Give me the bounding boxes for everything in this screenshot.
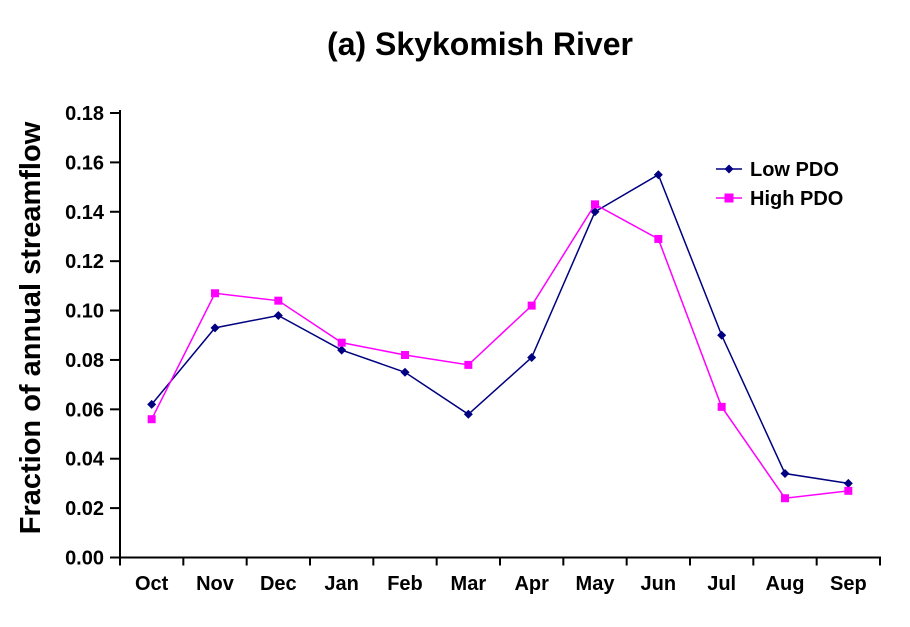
data-point-marker	[147, 399, 157, 409]
y-tick-label: 0.18	[65, 103, 104, 125]
data-point-marker	[591, 200, 599, 209]
chart-title: (a) Skykomish River	[327, 26, 633, 62]
x-tick-label: Jan	[324, 573, 358, 595]
series-line	[151, 173, 849, 485]
data-point-marker	[337, 345, 347, 355]
x-tick-label: Mar	[451, 573, 487, 595]
x-tick-label: Jun	[641, 573, 677, 595]
x-tick-label: Oct	[135, 573, 169, 595]
x-tick-label: Sep	[830, 573, 867, 595]
x-tick-label: Apr	[514, 573, 549, 595]
y-axis-title: Fraction of annual streamflow	[15, 121, 47, 534]
data-point-marker	[463, 409, 473, 419]
data-point-marker	[147, 415, 156, 424]
x-tick-label: Nov	[196, 573, 235, 595]
legend-label: Low PDO	[750, 159, 839, 181]
y-tick-label: 0.16	[65, 152, 104, 174]
data-point-marker	[211, 289, 219, 298]
data-point-marker	[724, 193, 734, 203]
data-point-marker	[590, 207, 600, 217]
data-point-marker	[717, 330, 727, 340]
x-tick-label: Aug	[766, 573, 805, 595]
y-tick-label: 0.04	[65, 449, 105, 471]
y-tick-label: 0.00	[65, 548, 104, 570]
data-point-marker	[724, 164, 734, 174]
x-tick-label: Feb	[387, 573, 423, 595]
data-point-marker	[401, 351, 409, 360]
legend: Low PDO High PDO	[716, 159, 843, 210]
series-lines	[147, 170, 853, 503]
data-point-marker	[654, 234, 663, 243]
legend-item-high-pdo: High PDO	[716, 188, 843, 210]
data-point-marker	[274, 296, 283, 305]
data-point-marker	[781, 494, 789, 503]
data-point-marker	[273, 310, 283, 320]
data-point-marker	[843, 478, 853, 488]
y-tick-label: 0.14	[65, 202, 105, 224]
data-point-marker	[844, 486, 853, 495]
legend-label: High PDO	[750, 188, 843, 210]
series-line	[150, 203, 849, 500]
data-point-marker	[464, 360, 473, 369]
x-tick-label: May	[576, 573, 616, 595]
axes: 0.00 0.02 0.04 0.06 0.08 0.10 0.12 0.14 0.16 0.18…	[65, 103, 881, 595]
y-tick-label: 0.08	[65, 350, 104, 372]
data-point-marker	[780, 469, 790, 479]
data-point-marker	[717, 402, 726, 411]
series-low-pdo	[147, 170, 853, 488]
data-point-marker	[527, 352, 537, 362]
data-point-marker	[527, 301, 536, 310]
data-point-marker	[400, 367, 410, 377]
y-tick-label: 0.06	[65, 399, 104, 421]
x-tick-label: Jul	[707, 573, 736, 595]
y-tick-label: 0.12	[65, 251, 104, 273]
x-tick-label: Dec	[260, 573, 297, 595]
data-point-marker	[653, 170, 663, 180]
legend-item-low-pdo: Low PDO	[716, 159, 839, 181]
series-high-pdo	[147, 200, 853, 503]
y-tick-label: 0.02	[65, 498, 104, 520]
data-point-marker	[337, 338, 346, 347]
y-tick-label: 0.10	[65, 301, 104, 323]
data-point-marker	[210, 323, 220, 333]
